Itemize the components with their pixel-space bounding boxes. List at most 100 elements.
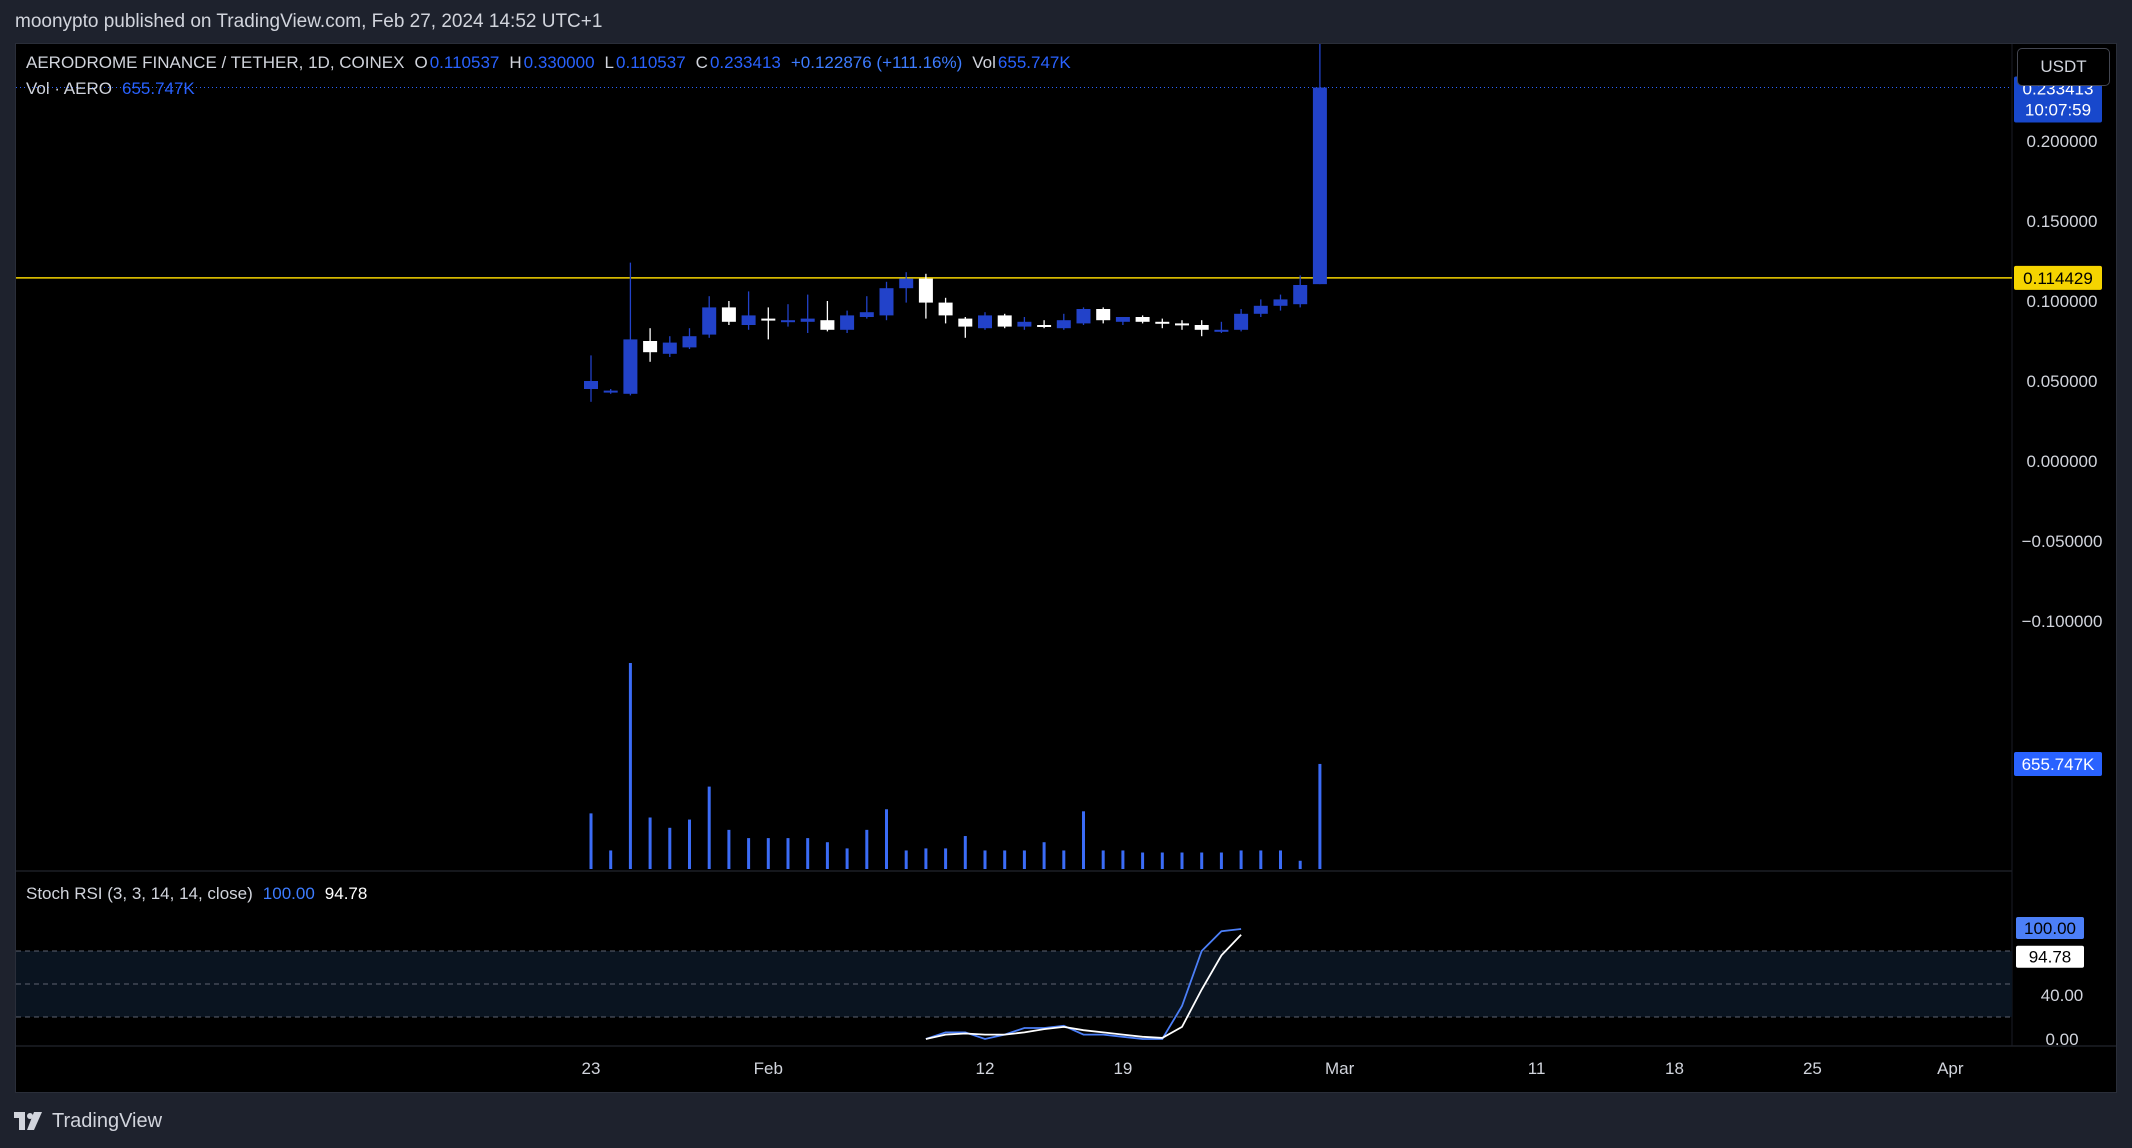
candle-body	[1273, 299, 1288, 306]
candle-body	[1056, 320, 1071, 329]
volume-bar	[924, 848, 928, 869]
time-tick-label: 19	[1113, 1059, 1132, 1078]
price-change: +0.122876 (+111.16%)	[790, 53, 963, 72]
candle-body	[1155, 321, 1170, 324]
candle-body	[702, 307, 717, 335]
stoch-rsi-d-label-bg	[2016, 945, 2084, 968]
candle-body	[1076, 309, 1091, 324]
candle-body	[899, 278, 914, 289]
footer-brand-text: TradingView	[52, 1109, 163, 1132]
price-tick-label: 0.150000	[2027, 212, 2098, 231]
volume-bar	[1062, 850, 1066, 869]
currency-button[interactable]: USDT	[2017, 48, 2110, 86]
legend-volume-value: 655.747K	[997, 53, 1071, 72]
volume-bar	[1279, 850, 1282, 869]
volume-bar	[885, 809, 888, 869]
ohlc-low-key: L	[604, 53, 615, 72]
time-tick-label: 25	[1803, 1059, 1822, 1078]
current-price-label-bg	[2014, 76, 2102, 123]
volume-bar	[944, 848, 948, 869]
level-price-label-bg	[2014, 265, 2102, 290]
candle-body	[682, 336, 697, 348]
volume-legend: Vol · AERO 655.747K	[26, 79, 195, 99]
volume-bar	[1259, 850, 1263, 869]
chart-frame[interactable]: 0.3000000.2500000.2000000.1500000.100000…	[15, 43, 2117, 1093]
candle-body	[938, 302, 953, 316]
price-tick-label: 0.200000	[2027, 132, 2098, 151]
stoch-rsi-tick-label: 0.00	[2045, 1030, 2078, 1049]
legend-volume-key: Vol	[972, 53, 996, 72]
candle-body	[741, 315, 756, 325]
volume-bar	[1200, 852, 1204, 869]
candle-body	[1017, 321, 1032, 327]
volume-bar	[1082, 811, 1085, 869]
stoch-rsi-lines	[925, 928, 1242, 1040]
candle-body	[781, 320, 795, 323]
stoch-rsi-k-value: 100.00	[262, 884, 315, 903]
symbol-title[interactable]: AERODROME FINANCE / TETHER, 1D, COINEX	[26, 53, 405, 72]
stoch-rsi-d-line	[925, 934, 1242, 1040]
volume-bar	[1101, 850, 1105, 869]
time-tick-label: Mar	[1325, 1059, 1355, 1078]
volume-bar	[786, 838, 790, 869]
candle-body	[918, 278, 933, 303]
volume-series-label[interactable]: Vol · AERO	[26, 79, 112, 98]
candle-body	[1234, 313, 1249, 330]
candle-body	[978, 315, 992, 329]
volume-bar	[983, 850, 987, 869]
candle-body	[1214, 329, 1229, 332]
ohlc-open-value: 0.110537	[429, 53, 500, 72]
stoch-rsi-band-area	[16, 950, 2012, 1018]
price-tick-label: 0.050000	[2027, 372, 2098, 391]
countdown-label: 10:07:59	[2025, 101, 2091, 120]
volume-bars	[589, 663, 1322, 869]
volume-bar	[1141, 852, 1145, 869]
volume-bar	[1042, 842, 1046, 869]
ohlc-low-value: 0.110537	[616, 53, 686, 72]
price-tick-label: 0.100000	[2027, 292, 2098, 311]
candle-body	[1293, 285, 1308, 305]
candle-body	[859, 312, 874, 317]
ohlc-open-key: O	[414, 53, 428, 72]
ohlc-close: C 0.233413	[696, 53, 781, 73]
candle-body	[643, 341, 658, 353]
volume-bar	[589, 813, 593, 869]
volume-bar	[628, 663, 632, 869]
price-axis: 0.3000000.2500000.2000000.1500000.100000…	[2022, 52, 2103, 1049]
volume-bar	[904, 850, 908, 869]
stoch-rsi-label[interactable]: Stoch RSI (3, 3, 14, 14, close)	[26, 884, 253, 903]
candle-body	[1175, 323, 1189, 326]
time-tick-label: 12	[976, 1059, 995, 1078]
candle-body	[584, 381, 598, 389]
publisher-info: moonypto published on TradingView.com, F…	[15, 10, 603, 32]
candle-body	[820, 320, 835, 330]
volume-bar	[1318, 763, 1322, 869]
ohlc-open: O 0.110537	[414, 53, 499, 73]
time-tick-label: 18	[1665, 1059, 1684, 1078]
volume-bar	[865, 829, 869, 869]
volume-bar	[1298, 860, 1302, 869]
tradingview-logo-icon	[14, 1112, 42, 1130]
stoch-rsi-k-label: 100.00	[2024, 919, 2076, 938]
volume-bar	[1121, 850, 1125, 869]
candle-body	[879, 288, 894, 316]
chart-canvas[interactable]: 0.3000000.2500000.2000000.1500000.100000…	[16, 44, 2116, 1092]
volume-bar	[1180, 852, 1184, 869]
candle-body	[1312, 87, 1327, 285]
symbol-legend: AERODROME FINANCE / TETHER, 1D, COINEX O…	[26, 53, 1071, 73]
volume-bar	[747, 838, 751, 869]
price-tick-label: 0.000000	[2027, 452, 2098, 471]
candlestick-series	[584, 44, 1327, 402]
stoch-rsi-band	[16, 951, 2012, 1017]
legend-volume: Vol 655.747K	[972, 53, 1070, 73]
volume-bar	[845, 848, 849, 869]
footer-brand[interactable]: TradingView	[14, 1106, 162, 1136]
volume-bar	[707, 786, 711, 869]
candle-body	[662, 342, 677, 354]
candle-body	[1037, 325, 1052, 327]
stoch-rsi-k-label-bg	[2016, 917, 2084, 939]
candle-body	[997, 315, 1012, 327]
candle-body	[1115, 317, 1130, 322]
candle-body	[958, 318, 973, 327]
volume-value-label: 655.747K	[2022, 755, 2095, 774]
